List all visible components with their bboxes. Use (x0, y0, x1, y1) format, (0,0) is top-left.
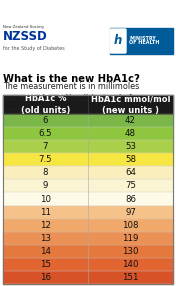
Text: 7.5: 7.5 (39, 155, 52, 164)
Bar (3, 245, 173, 258)
Text: 10: 10 (40, 194, 51, 204)
Text: 119: 119 (122, 234, 139, 243)
Text: h: h (114, 35, 122, 47)
Bar (3, 95, 173, 114)
Text: 151: 151 (122, 273, 139, 282)
Text: 13: 13 (40, 234, 51, 243)
FancyBboxPatch shape (110, 29, 126, 53)
Bar (3, 219, 173, 232)
Text: HbA1c mmol/mol
(new units ): HbA1c mmol/mol (new units ) (91, 94, 170, 115)
Text: 64: 64 (125, 168, 136, 177)
Text: 108: 108 (122, 221, 139, 230)
Bar (3, 192, 173, 206)
Text: 6.5: 6.5 (39, 129, 52, 138)
Bar (3, 95, 173, 284)
Text: 53: 53 (125, 142, 136, 151)
Text: 8: 8 (43, 168, 48, 177)
Bar (3, 95, 173, 114)
Text: MINISTRY: MINISTRY (129, 37, 156, 41)
Text: 15: 15 (40, 260, 51, 269)
Bar (3, 271, 173, 284)
Text: 42: 42 (125, 116, 136, 125)
Text: 75: 75 (125, 181, 136, 190)
Text: New Zealand Society: New Zealand Society (3, 25, 44, 29)
Bar (110, 28, 173, 54)
Bar (3, 153, 173, 166)
Text: 48: 48 (125, 129, 136, 138)
Text: 140: 140 (122, 260, 139, 269)
Text: 16: 16 (40, 273, 51, 282)
Text: OF HEALTH: OF HEALTH (129, 41, 159, 45)
Text: HbA1c %
(old units): HbA1c % (old units) (21, 94, 70, 115)
Text: 58: 58 (125, 155, 136, 164)
Text: 6: 6 (43, 116, 48, 125)
Bar (3, 258, 173, 271)
Bar (3, 140, 173, 153)
Text: 11: 11 (40, 208, 51, 217)
Bar (3, 114, 173, 127)
Text: 97: 97 (125, 208, 136, 217)
Bar (3, 127, 173, 140)
Text: 86: 86 (125, 194, 136, 204)
Text: NZSSD: NZSSD (3, 30, 48, 43)
Text: 9: 9 (43, 181, 48, 190)
Text: 12: 12 (40, 221, 51, 230)
Bar (3, 166, 173, 179)
Text: The measurement is in millimoles
per mole (mmol/mol) instead of
percentage (%).: The measurement is in millimoles per mol… (3, 82, 139, 115)
Text: 130: 130 (122, 247, 139, 256)
Bar (3, 179, 173, 192)
Bar (3, 206, 173, 219)
Text: 7: 7 (43, 142, 48, 151)
Bar (3, 232, 173, 245)
Text: What is the new HbA1c?: What is the new HbA1c? (3, 74, 140, 84)
Text: 14: 14 (40, 247, 51, 256)
Text: for the Study of Diabetes: for the Study of Diabetes (3, 46, 65, 51)
